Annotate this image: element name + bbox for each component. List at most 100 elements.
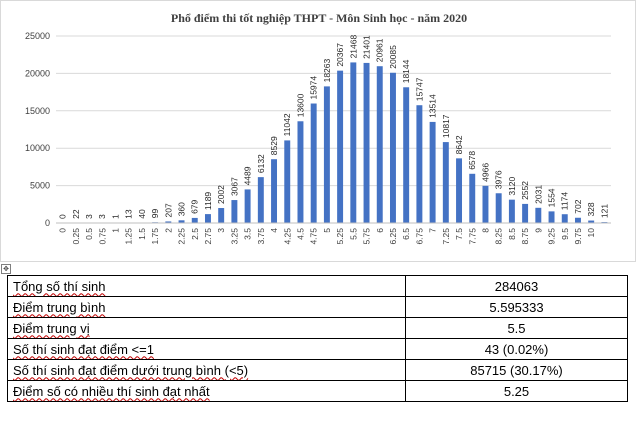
x-tick-label: 7 bbox=[428, 228, 438, 233]
x-axis-ticks: 0 0.25 0.5 0.75 1 1.25 1.5 1.75 2 2.25 2.5 2.75 3 3.2… bbox=[58, 228, 597, 245]
bar bbox=[535, 207, 542, 223]
x-tick-label: 4.75 bbox=[309, 228, 319, 245]
data-label: 99 bbox=[150, 209, 160, 219]
data-label: 3067 bbox=[229, 177, 239, 196]
x-tick-label: 4.5 bbox=[295, 228, 305, 240]
data-label: 1554 bbox=[547, 188, 557, 207]
gridlines bbox=[56, 35, 611, 187]
x-tick-label: 1 bbox=[110, 228, 120, 233]
y-tick-label: 0 bbox=[45, 218, 50, 228]
table-row: Số thí sinh đạt điểm dưới trung bình (<5… bbox=[7, 359, 628, 381]
x-tick-label: 9 bbox=[533, 228, 543, 233]
x-tick-label: 2.5 bbox=[190, 228, 200, 240]
row-label: Điểm trung bình bbox=[7, 296, 406, 318]
data-label: 679 bbox=[190, 199, 200, 213]
data-label: 22 bbox=[71, 209, 81, 219]
row-value: 284063 bbox=[405, 275, 628, 297]
bars bbox=[72, 62, 608, 224]
row-value: 5.595333 bbox=[405, 296, 628, 318]
data-label: 11042 bbox=[282, 113, 292, 136]
data-label: 21468 bbox=[348, 35, 358, 59]
data-label: 18144 bbox=[401, 59, 411, 83]
x-tick-label: 6 bbox=[375, 228, 385, 233]
table-row: Điểm trung bình 5.595333 bbox=[7, 296, 628, 318]
data-label: 328 bbox=[586, 202, 596, 216]
bar bbox=[310, 103, 317, 223]
x-tick-label: 10 bbox=[586, 228, 596, 238]
data-label: 3 bbox=[84, 214, 94, 219]
bar bbox=[495, 193, 502, 223]
bar bbox=[416, 105, 423, 223]
bar bbox=[337, 70, 344, 223]
data-label: 8642 bbox=[454, 135, 464, 154]
row-label: Tổng số thí sinh bbox=[7, 275, 406, 297]
data-label: 13514 bbox=[428, 94, 438, 118]
data-label: 21401 bbox=[362, 35, 372, 59]
data-label: 2002 bbox=[216, 185, 226, 204]
bar bbox=[363, 62, 370, 224]
bar bbox=[376, 66, 383, 223]
y-tick-label: 5000 bbox=[30, 181, 50, 191]
data-label: 1174 bbox=[560, 192, 570, 211]
data-label: 40 bbox=[137, 209, 147, 219]
x-tick-label: 0.25 bbox=[71, 228, 81, 245]
x-tick-label: 0.5 bbox=[84, 228, 94, 240]
x-tick-label: 3 bbox=[216, 228, 226, 233]
row-label: Số thí sinh đạt điểm dưới trung bình (<5… bbox=[7, 359, 406, 381]
data-label: 20367 bbox=[335, 43, 345, 67]
y-tick-label: 25000 bbox=[25, 31, 50, 41]
x-tick-label: 5 bbox=[322, 228, 332, 233]
table-row: Số thí sinh đạt điểm <=1 43 (0.02%) bbox=[7, 338, 628, 360]
row-label: Điểm trung vị bbox=[7, 317, 406, 339]
bar bbox=[522, 203, 529, 223]
bar bbox=[482, 185, 489, 223]
data-label: 1189 bbox=[203, 192, 213, 211]
bar bbox=[508, 199, 515, 223]
bar bbox=[429, 121, 436, 223]
x-tick-label: 9.5 bbox=[560, 228, 570, 240]
data-label: 360 bbox=[177, 202, 187, 216]
row-label: Số thí sinh đạt điểm <=1 bbox=[7, 338, 406, 360]
x-tick-label: 6.25 bbox=[388, 228, 398, 245]
stats-table: Tổng số thí sinh 284063 Điểm trung bình … bbox=[7, 275, 628, 402]
x-tick-label: 7.5 bbox=[454, 228, 464, 240]
data-label: 0 bbox=[58, 214, 68, 219]
row-value: 43 (0.02%) bbox=[405, 338, 628, 360]
row-value: 5.5 bbox=[405, 317, 628, 339]
bar bbox=[469, 173, 476, 223]
data-label: 2552 bbox=[520, 181, 530, 200]
table-row: Điểm số có nhiều thí sinh đạt nhất 5.25 bbox=[7, 380, 628, 402]
bar bbox=[284, 140, 291, 223]
x-tick-label: 3.5 bbox=[243, 228, 253, 240]
data-label: 6578 bbox=[467, 151, 477, 170]
x-tick-label: 8.25 bbox=[494, 228, 504, 245]
x-tick-label: 7.75 bbox=[467, 228, 477, 245]
x-tick-label: 3.25 bbox=[229, 228, 239, 245]
data-label: 15974 bbox=[309, 76, 319, 100]
bar bbox=[574, 217, 581, 223]
data-label: 10817 bbox=[441, 114, 451, 138]
chart-title: Phổ điểm thi tốt nghiệp THPT - Môn Sinh … bbox=[171, 11, 467, 25]
y-axis-ticks: 0 5000 10000 15000 20000 25000 bbox=[25, 31, 50, 228]
bar bbox=[271, 159, 278, 223]
bar bbox=[231, 200, 238, 223]
data-label: 13 bbox=[124, 209, 134, 219]
x-tick-label: 0.75 bbox=[97, 228, 107, 245]
x-tick-label: 8 bbox=[480, 228, 490, 233]
bar bbox=[323, 86, 330, 223]
data-label: 1 bbox=[110, 214, 120, 219]
bar bbox=[389, 72, 396, 224]
x-tick-label: 6.75 bbox=[414, 228, 424, 245]
bar bbox=[297, 121, 304, 223]
bar bbox=[561, 214, 568, 223]
bar bbox=[244, 189, 251, 223]
data-label: 20961 bbox=[375, 38, 385, 62]
data-label: 3 bbox=[97, 214, 107, 219]
data-label: 15747 bbox=[414, 77, 424, 101]
table-move-handle-icon[interactable]: ✥ bbox=[1, 264, 11, 274]
data-label: 4489 bbox=[243, 166, 253, 185]
x-tick-label: 4.25 bbox=[282, 228, 292, 245]
x-tick-label: 9.75 bbox=[573, 228, 583, 245]
bar bbox=[218, 208, 225, 223]
row-label: Điểm số có nhiều thí sinh đạt nhất bbox=[7, 380, 406, 402]
